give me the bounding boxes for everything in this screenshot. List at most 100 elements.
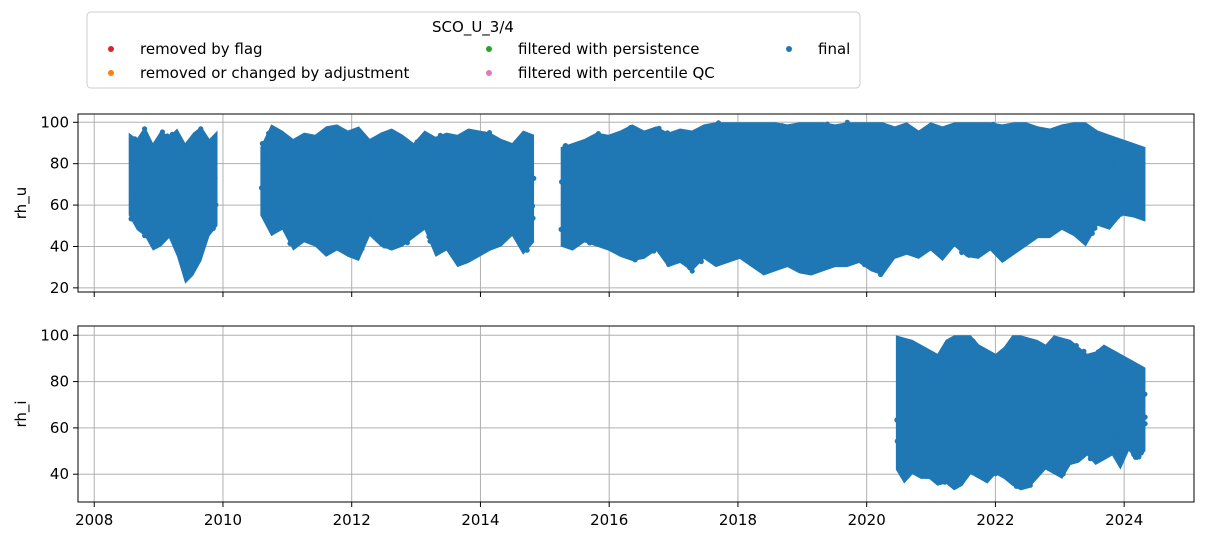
data-point [358,143,364,149]
data-point [690,186,696,192]
data-point [587,240,593,246]
data-point [1045,426,1051,432]
data-point [459,187,466,193]
data-point [946,431,952,437]
data-point [1086,439,1092,445]
data-point [1001,147,1008,153]
data-point [511,146,518,152]
data-point [398,160,404,166]
data-point [1051,444,1057,450]
data-point [1079,362,1085,368]
data-point [957,472,963,479]
data-point [1134,377,1140,383]
data-point [996,461,1002,467]
data-point [171,198,177,204]
data-point [1116,365,1122,372]
data-point [337,194,343,200]
data-point [364,163,370,169]
data-point [735,239,741,245]
data-point [621,180,627,186]
data-point [459,232,465,238]
data-point [1112,433,1118,439]
data-point [849,221,855,227]
data-point [614,150,620,156]
legend-label-removed-by-adjustment: removed or changed by adjustment [140,64,409,82]
data-point [892,147,899,153]
data-point [201,204,207,211]
data-point [849,146,855,152]
data-point [326,146,332,152]
data-point [1055,155,1061,161]
data-point [707,157,713,163]
y-tick-label: 60 [50,419,69,437]
data-point [1038,462,1045,468]
data-point [966,252,972,258]
data-point [488,150,494,156]
data-point [658,155,664,161]
data-point [963,354,969,360]
data-point [1068,385,1074,391]
x-tick-label: 2024 [1105,511,1143,529]
data-point [280,212,286,218]
data-point [186,178,192,184]
data-point [967,198,973,204]
data-point [660,224,666,230]
data-point [584,209,590,215]
data-point [721,251,727,257]
data-point [132,136,138,142]
data-point [1003,251,1010,257]
data-point [661,206,667,212]
data-point [491,159,497,165]
data-point [1017,367,1023,373]
data-point [355,180,361,187]
data-point [661,249,667,255]
data-point [767,241,773,247]
data-point [614,234,620,240]
data-point [311,173,318,179]
data-point [164,225,170,231]
data-point [182,215,189,221]
data-point [651,161,657,167]
legend-title: SCO_U_3/4 [432,18,514,37]
data-point [714,151,721,157]
data-point [148,145,154,151]
data-point [578,227,584,233]
legend-label-persistence: filtered with persistence [518,40,699,58]
data-point [1017,431,1023,437]
data-point [1000,360,1007,366]
data-point [929,193,935,199]
data-point [169,131,175,137]
data-point [562,212,568,218]
data-point [1063,347,1069,353]
data-point [457,199,464,205]
data-point [293,223,299,229]
data-point [1060,166,1066,172]
legend: SCO_U_3/4 removed by flag removed or cha… [86,11,861,89]
data-point [1046,148,1052,154]
data-point [655,164,661,170]
data-point [582,226,589,232]
data-point [773,126,779,132]
data-point [796,152,802,158]
data-point [499,161,505,167]
y-tick-label: 20 [50,279,69,297]
data-point [1075,428,1082,434]
panel-rh-u: 20 40 60 80 100 rh_u [12,113,1195,297]
data-point [872,252,878,258]
data-point [576,155,582,161]
data-point [417,223,423,229]
data-point [1082,373,1088,379]
data-point [977,213,983,219]
data-point [571,165,577,171]
data-point [788,246,794,252]
data-point [283,156,289,162]
data-point [405,235,411,241]
data-point [936,140,942,146]
data-point [494,216,500,222]
data-point [167,159,173,165]
data-point [962,414,968,420]
data-point [1139,429,1145,435]
data-point [1078,228,1084,234]
data-point [826,200,833,206]
